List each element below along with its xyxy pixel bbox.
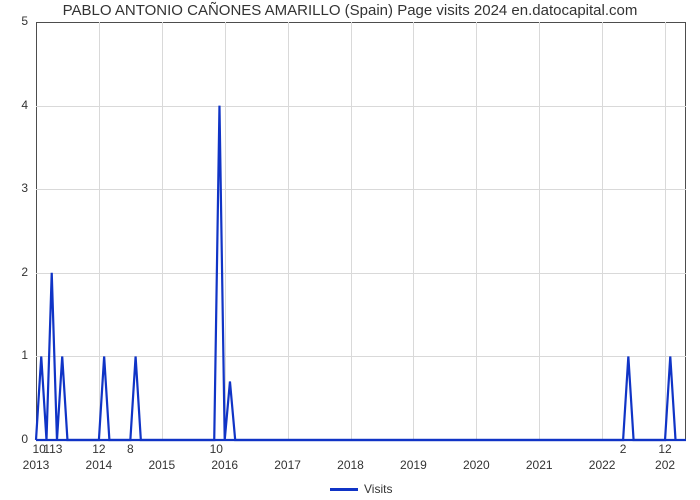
visits-series-path [36,106,676,440]
visits-line [0,0,700,500]
legend: Visits [330,482,392,496]
legend-swatch [330,488,358,491]
legend-label: Visits [364,482,392,496]
